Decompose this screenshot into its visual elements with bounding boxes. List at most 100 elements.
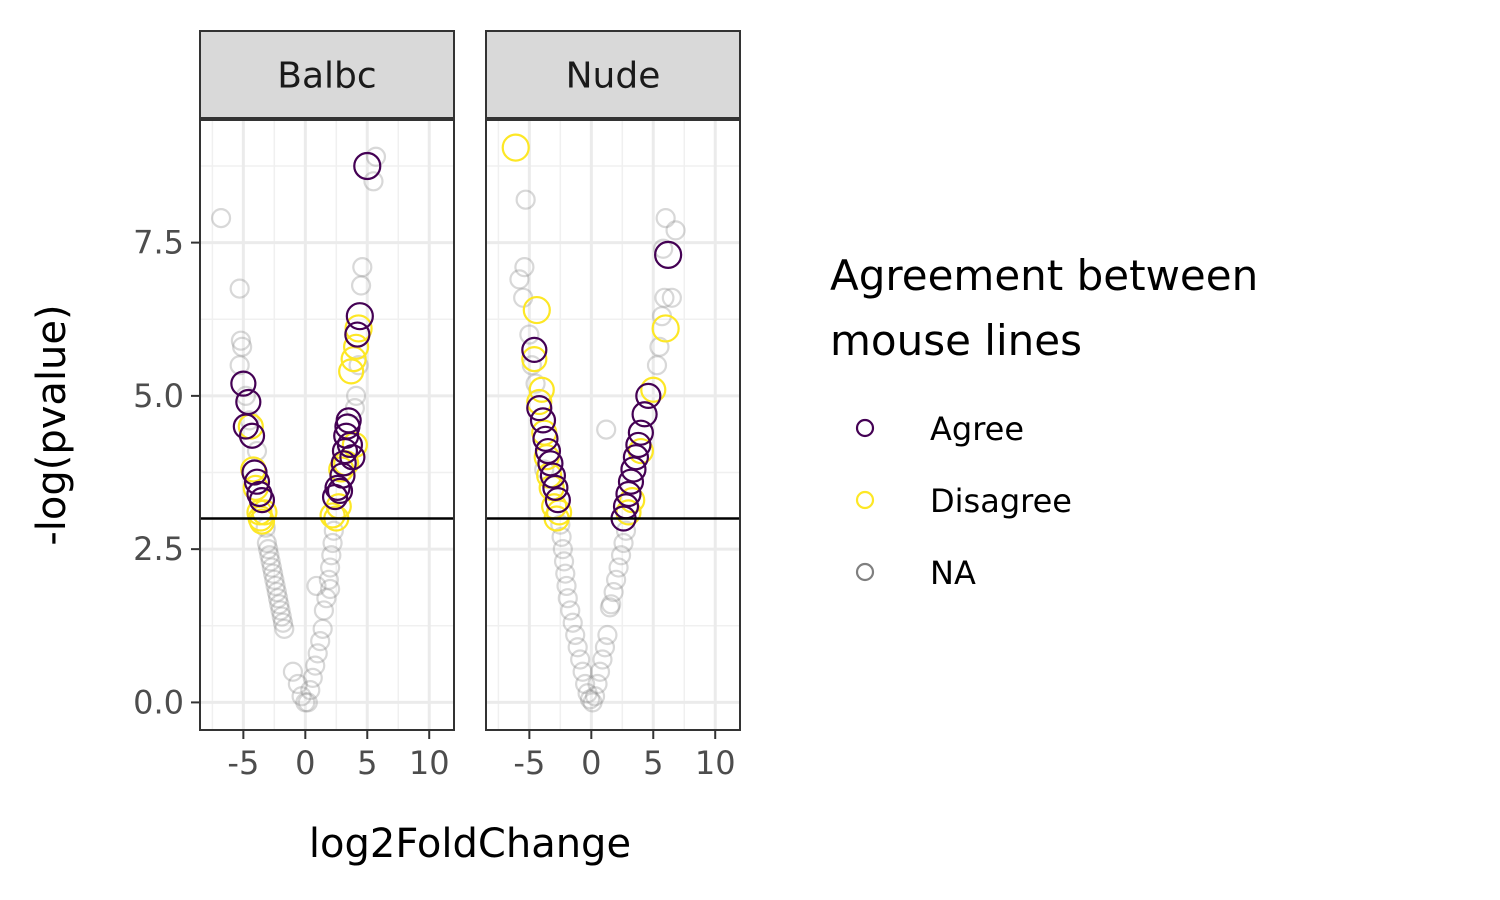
point-na (572, 661, 593, 682)
point-agree (344, 321, 371, 348)
point-disagree (521, 345, 548, 373)
point-na (615, 520, 637, 541)
point-na (282, 661, 304, 682)
x-axis-title: log2FoldChange (309, 821, 631, 867)
y-axis: 0.0 2.5 5.0 7.5 (133, 224, 200, 721)
point-disagree (526, 388, 553, 416)
point-na (313, 600, 335, 621)
point-na (274, 618, 295, 639)
point-na (514, 257, 535, 278)
point-na (265, 575, 286, 597)
point-na (323, 520, 344, 541)
point-na (603, 581, 624, 603)
point-na (256, 532, 278, 554)
point-agree (529, 407, 557, 434)
point-na (608, 557, 629, 578)
point-na (525, 373, 546, 394)
point-na (597, 624, 618, 646)
point-agree (353, 151, 382, 181)
point-na (352, 257, 373, 278)
point-na (646, 355, 668, 376)
point-na (555, 563, 576, 584)
x-tick-label: 5 (643, 744, 663, 782)
point-na (560, 600, 581, 621)
point-na (589, 661, 611, 682)
point-na (601, 594, 622, 615)
point-na (269, 594, 290, 615)
x-tick-label: 5 (357, 744, 377, 782)
series-agree (230, 151, 382, 514)
point-agree (622, 444, 650, 471)
legend: Agreement between mouse lines Agree Disag… (830, 251, 1258, 592)
point-na (267, 588, 289, 609)
point-na (305, 655, 326, 676)
legend-label: Agree (930, 410, 1024, 448)
point-disagree (528, 376, 555, 403)
point-disagree (640, 376, 667, 403)
x-tick-label: 0 (295, 744, 315, 782)
point-disagree (343, 333, 370, 360)
point-na (509, 269, 530, 290)
point-na (312, 618, 333, 639)
point-agree (336, 431, 364, 459)
panel-border (485, 119, 741, 731)
point-na (270, 600, 291, 621)
point-agree (232, 413, 259, 440)
point-na (316, 588, 337, 609)
point-na (307, 643, 328, 664)
point-na (264, 569, 285, 590)
point-na (266, 581, 287, 603)
point-na (661, 287, 682, 308)
y-axis-title: -log(pvalue) (29, 304, 75, 545)
point-na (565, 624, 586, 646)
point-agree (345, 302, 374, 331)
point-na (258, 539, 279, 560)
point-disagree (619, 487, 646, 514)
point-na (577, 683, 598, 704)
legend-entry-na: NA (855, 554, 976, 592)
facet-strip-label: Balbc (277, 56, 376, 97)
legend-key (855, 490, 875, 510)
point-na (363, 171, 384, 192)
x-tick-label: 10 (695, 744, 736, 782)
y-tick-label: 2.5 (133, 530, 184, 568)
point-agree (330, 450, 357, 477)
point-na (348, 355, 369, 376)
point-na (584, 686, 606, 707)
x-tick-label: 10 (409, 744, 450, 782)
facet-strip-label: Nude (566, 56, 661, 97)
point-na (306, 575, 327, 597)
point-na (232, 336, 253, 357)
point-na (261, 557, 282, 578)
point-na (515, 189, 536, 210)
point-agree (617, 468, 645, 495)
point-na (210, 207, 232, 229)
series-agree (521, 240, 683, 532)
legend-entry-disagree: Disagree (855, 482, 1072, 520)
point-agree (635, 382, 662, 409)
point-na (557, 588, 578, 609)
point-na (318, 569, 339, 590)
facet-strip (485, 30, 741, 119)
point-na (613, 532, 634, 554)
facet-strip (199, 30, 455, 119)
point-agree (238, 422, 266, 449)
point-disagree (319, 502, 346, 529)
point-na (321, 545, 342, 566)
point-disagree (522, 295, 551, 325)
series-na (509, 189, 686, 713)
point-na (297, 692, 318, 713)
point-agree (230, 370, 257, 397)
point-na (594, 637, 616, 658)
point-na (271, 606, 292, 627)
panel-border (199, 119, 455, 731)
point-na (562, 612, 583, 633)
point-na (302, 667, 323, 688)
y-tick-label: 0.0 (133, 683, 184, 721)
point-na (263, 563, 284, 584)
point-na (319, 557, 341, 578)
point-agree (241, 459, 268, 486)
legend-entries: Agree Disagree NA (855, 410, 1072, 592)
point-na (272, 612, 294, 633)
